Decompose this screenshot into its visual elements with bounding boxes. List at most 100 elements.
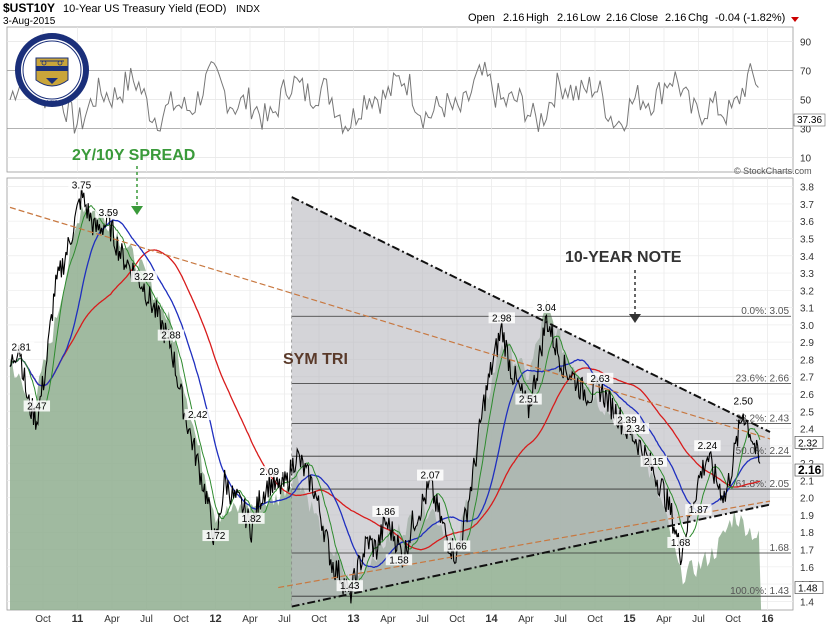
price-tick-label: 2.9 (800, 338, 814, 349)
x-tick-label: Apr (518, 614, 534, 625)
data-label: 1.43 (340, 581, 360, 592)
x-tick-label: Apr (104, 614, 120, 625)
long-trend-line (9, 206, 771, 440)
fib-label: 1.68 (770, 543, 790, 554)
price-tick-label: 1.8 (800, 528, 814, 539)
price-tick-label: 3.6 (800, 217, 814, 228)
data-label: 2.15 (644, 457, 664, 468)
fib-label: 23.6%: 2.66 (736, 374, 790, 385)
data-label-bg (488, 312, 515, 324)
data-label-bg (417, 469, 444, 481)
ohlc-low-label: Low (580, 12, 600, 24)
rsi-line (9, 61, 759, 135)
data-label: 3.59 (99, 208, 119, 219)
ohlc-low-value: 2.16 (606, 12, 627, 24)
data-label: 2.63 (590, 374, 610, 385)
x-tick-label: Oct (587, 614, 603, 625)
data-label: 1.58 (389, 555, 409, 566)
data-label-bg (95, 206, 122, 218)
last-value-label: 2.16 (798, 463, 822, 477)
data-label-bg (256, 466, 283, 478)
data-label-bg (613, 414, 641, 426)
down-arrow-icon (791, 17, 799, 22)
ohlc-open-label: Open (468, 12, 495, 24)
data-label-bg (184, 409, 211, 421)
instrument-name: 10-Year US Treasury Yield (EOD) (63, 3, 226, 15)
data-label: 3.22 (134, 272, 154, 283)
price-tick-label: 1.4 (800, 597, 814, 608)
data-label: 2.07 (421, 471, 441, 482)
data-label: 2.51 (519, 395, 539, 406)
price-tick-label: 3.0 (800, 321, 814, 332)
data-label: 1.68 (671, 538, 691, 549)
x-tick-label: Oct (311, 614, 327, 625)
x-tick-label: Oct (35, 614, 51, 625)
data-label-bg (202, 530, 229, 542)
x-tick-label: 13 (347, 613, 359, 625)
note-arrow-head (629, 314, 641, 323)
x-tick-label: 14 (485, 613, 498, 625)
ma-long-line (9, 249, 761, 551)
data-label: 2.50 (733, 396, 753, 407)
data-label-bg (7, 341, 35, 353)
price-tick-label: 2.7 (800, 373, 814, 384)
symtri-label: SYM TRI (283, 351, 348, 368)
data-label-bg (694, 440, 721, 452)
data-label-bg (515, 393, 542, 405)
price-tick-label: 3.3 (800, 269, 814, 280)
data-label: 2.81 (11, 343, 31, 354)
price-tick-label: 2.6 (800, 390, 814, 401)
chart-date: 3-Aug-2015 (3, 16, 56, 27)
rsi-tick-label: 50 (800, 96, 812, 107)
price-tick-label: 3.7 (800, 200, 814, 211)
price-tick-label: 2.8 (800, 355, 814, 366)
ohlc-close-value: 2.16 (665, 12, 686, 24)
ohlc-high-label: High (526, 12, 549, 24)
x-tick-label: Oct (173, 614, 189, 625)
x-tick-label: 15 (623, 613, 635, 625)
data-label-bg (667, 536, 694, 548)
x-tick-label: Jul (554, 614, 567, 625)
price-tick-label: 1.6 (800, 563, 814, 574)
data-label: 1.72 (206, 531, 226, 542)
fib-label: 61.8%: 2.05 (736, 479, 790, 490)
ohlc-open-value: 2.16 (503, 12, 524, 24)
x-tick-label: Oct (449, 614, 465, 625)
price-tick-label: 3.4 (800, 252, 814, 263)
price-tick-label: 2.5 (800, 407, 814, 418)
data-label: 1.66 (447, 541, 467, 552)
price-tick-label: 1.7 (800, 546, 814, 557)
price-tick-label: 2.1 (800, 476, 814, 487)
data-label: 2.88 (161, 331, 181, 342)
data-label: 2.09 (260, 467, 280, 478)
data-label-bg (157, 329, 185, 341)
data-label-bg (238, 512, 265, 524)
rsi-tick-label: 90 (800, 38, 812, 49)
ohlc-high-value: 2.16 (557, 12, 578, 24)
spread-arrow-head (131, 206, 143, 215)
price-tick-label: 3.2 (800, 286, 814, 297)
data-label: 1.86 (376, 507, 396, 518)
treasury-seal-logo: 1789 (15, 33, 89, 107)
data-label: 3.75 (72, 180, 92, 191)
support-trend-line (278, 500, 771, 589)
data-label-bg (729, 395, 757, 407)
rsi-tick-label: 70 (800, 67, 812, 78)
x-tick-label: Jul (692, 614, 705, 625)
data-label-bg (130, 270, 158, 282)
x-tick-label: Jul (416, 614, 429, 625)
x-tick-label: Jul (278, 614, 291, 625)
fib-label: 38.2%: 2.43 (736, 413, 790, 424)
ohlc-chg-label: Chg (688, 12, 708, 24)
ohlc-chg-value: -0.04 (-1.82%) (715, 12, 785, 24)
data-label: 3.04 (537, 303, 557, 314)
last-value-label: 2.32 (798, 438, 818, 449)
data-label-bg (622, 422, 650, 434)
x-tick-label: Apr (380, 614, 396, 625)
data-label: 2.98 (492, 313, 512, 324)
rsi-tick-label: 30 (800, 125, 812, 136)
rsi-last-value: 37.36 (797, 115, 822, 126)
triangle-upper-line (291, 196, 771, 433)
symbol: $UST10Y (3, 1, 55, 15)
